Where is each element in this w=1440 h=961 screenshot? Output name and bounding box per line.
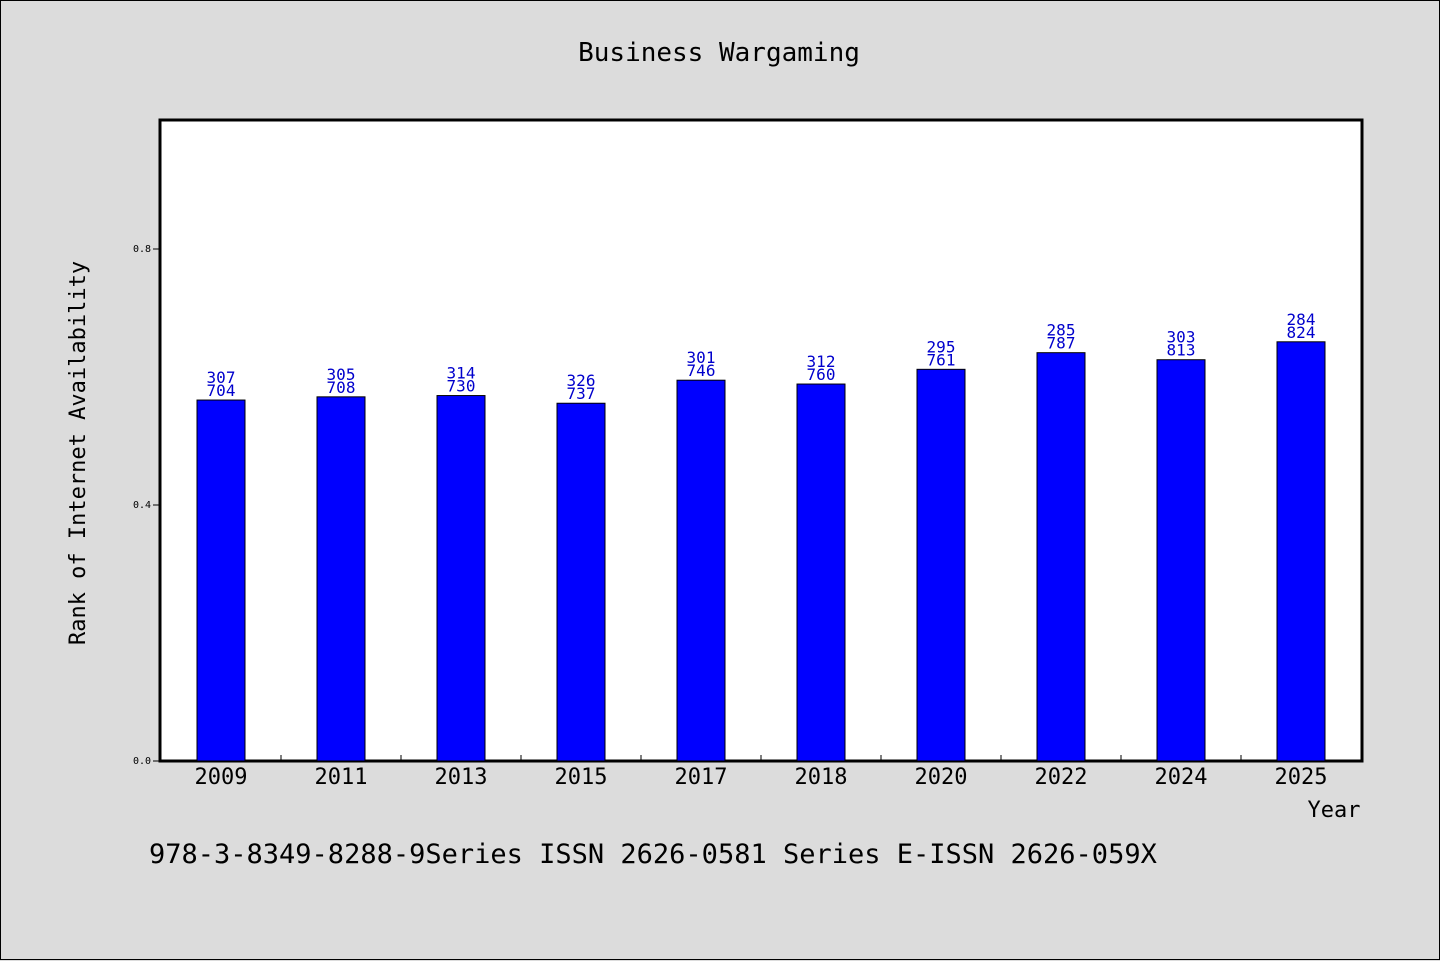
data-label: 760: [807, 365, 836, 384]
y-tick-label: 0.0: [133, 756, 151, 767]
x-tick-label: 2025: [1275, 765, 1328, 790]
data-label: 284: [1287, 310, 1316, 329]
x-tick-label: 2020: [915, 765, 968, 790]
data-label: 303: [1167, 328, 1196, 347]
data-label: 708: [327, 378, 356, 397]
x-tick-label: 2022: [1035, 765, 1088, 790]
bar: [1156, 359, 1206, 762]
y-axis-label: Rank of Internet Availability: [66, 261, 91, 645]
data-label: 704: [207, 381, 236, 400]
x-tick-label: 2011: [315, 765, 368, 790]
chart-title: Business Wargaming: [578, 38, 860, 68]
bar: [196, 399, 246, 762]
x-tick-label: 2013: [435, 765, 488, 790]
data-label: 326: [567, 371, 596, 390]
x-axis: 2009 2011 2013 2015 2017 2018 2020 2022 2024 2025: [195, 755, 1328, 790]
x-tick-label: 2017: [675, 765, 728, 790]
bar: [916, 368, 966, 762]
bar: [316, 396, 366, 762]
data-label: 730: [447, 377, 476, 396]
y-tick-label: 0.4: [133, 500, 151, 511]
data-label: 746: [687, 361, 716, 380]
data-label: 813: [1167, 341, 1196, 360]
data-label: 737: [567, 384, 596, 403]
data-label: 307: [207, 368, 236, 387]
data-label: 314: [447, 364, 476, 383]
bar: [436, 395, 486, 762]
x-tick-label: 2015: [555, 765, 608, 790]
data-label: 824: [1287, 323, 1316, 342]
data-label: 312: [807, 352, 836, 371]
bar: [676, 379, 726, 762]
y-axis: 0.0 0.4 0.8: [133, 244, 161, 767]
x-tick-label: 2018: [795, 765, 848, 790]
bar-series: [196, 341, 1326, 762]
y-tick-label: 0.8: [133, 244, 151, 255]
x-axis-label: Year: [1308, 798, 1361, 823]
data-label: 305: [327, 365, 356, 384]
data-label: 295: [927, 337, 956, 356]
bar: [556, 402, 606, 762]
x-tick-label: 2024: [1155, 765, 1208, 790]
data-label: 285: [1047, 321, 1076, 340]
data-label: 301: [687, 348, 716, 367]
bar: [1036, 352, 1086, 762]
bar: [1276, 341, 1326, 762]
footer-text: 978-3-8349-8288-9Series ISSN 2626-0581 S…: [149, 839, 1157, 870]
data-label: 787: [1047, 334, 1076, 353]
bar: [796, 383, 846, 762]
data-label: 761: [927, 350, 956, 369]
x-tick-label: 2009: [195, 765, 248, 790]
